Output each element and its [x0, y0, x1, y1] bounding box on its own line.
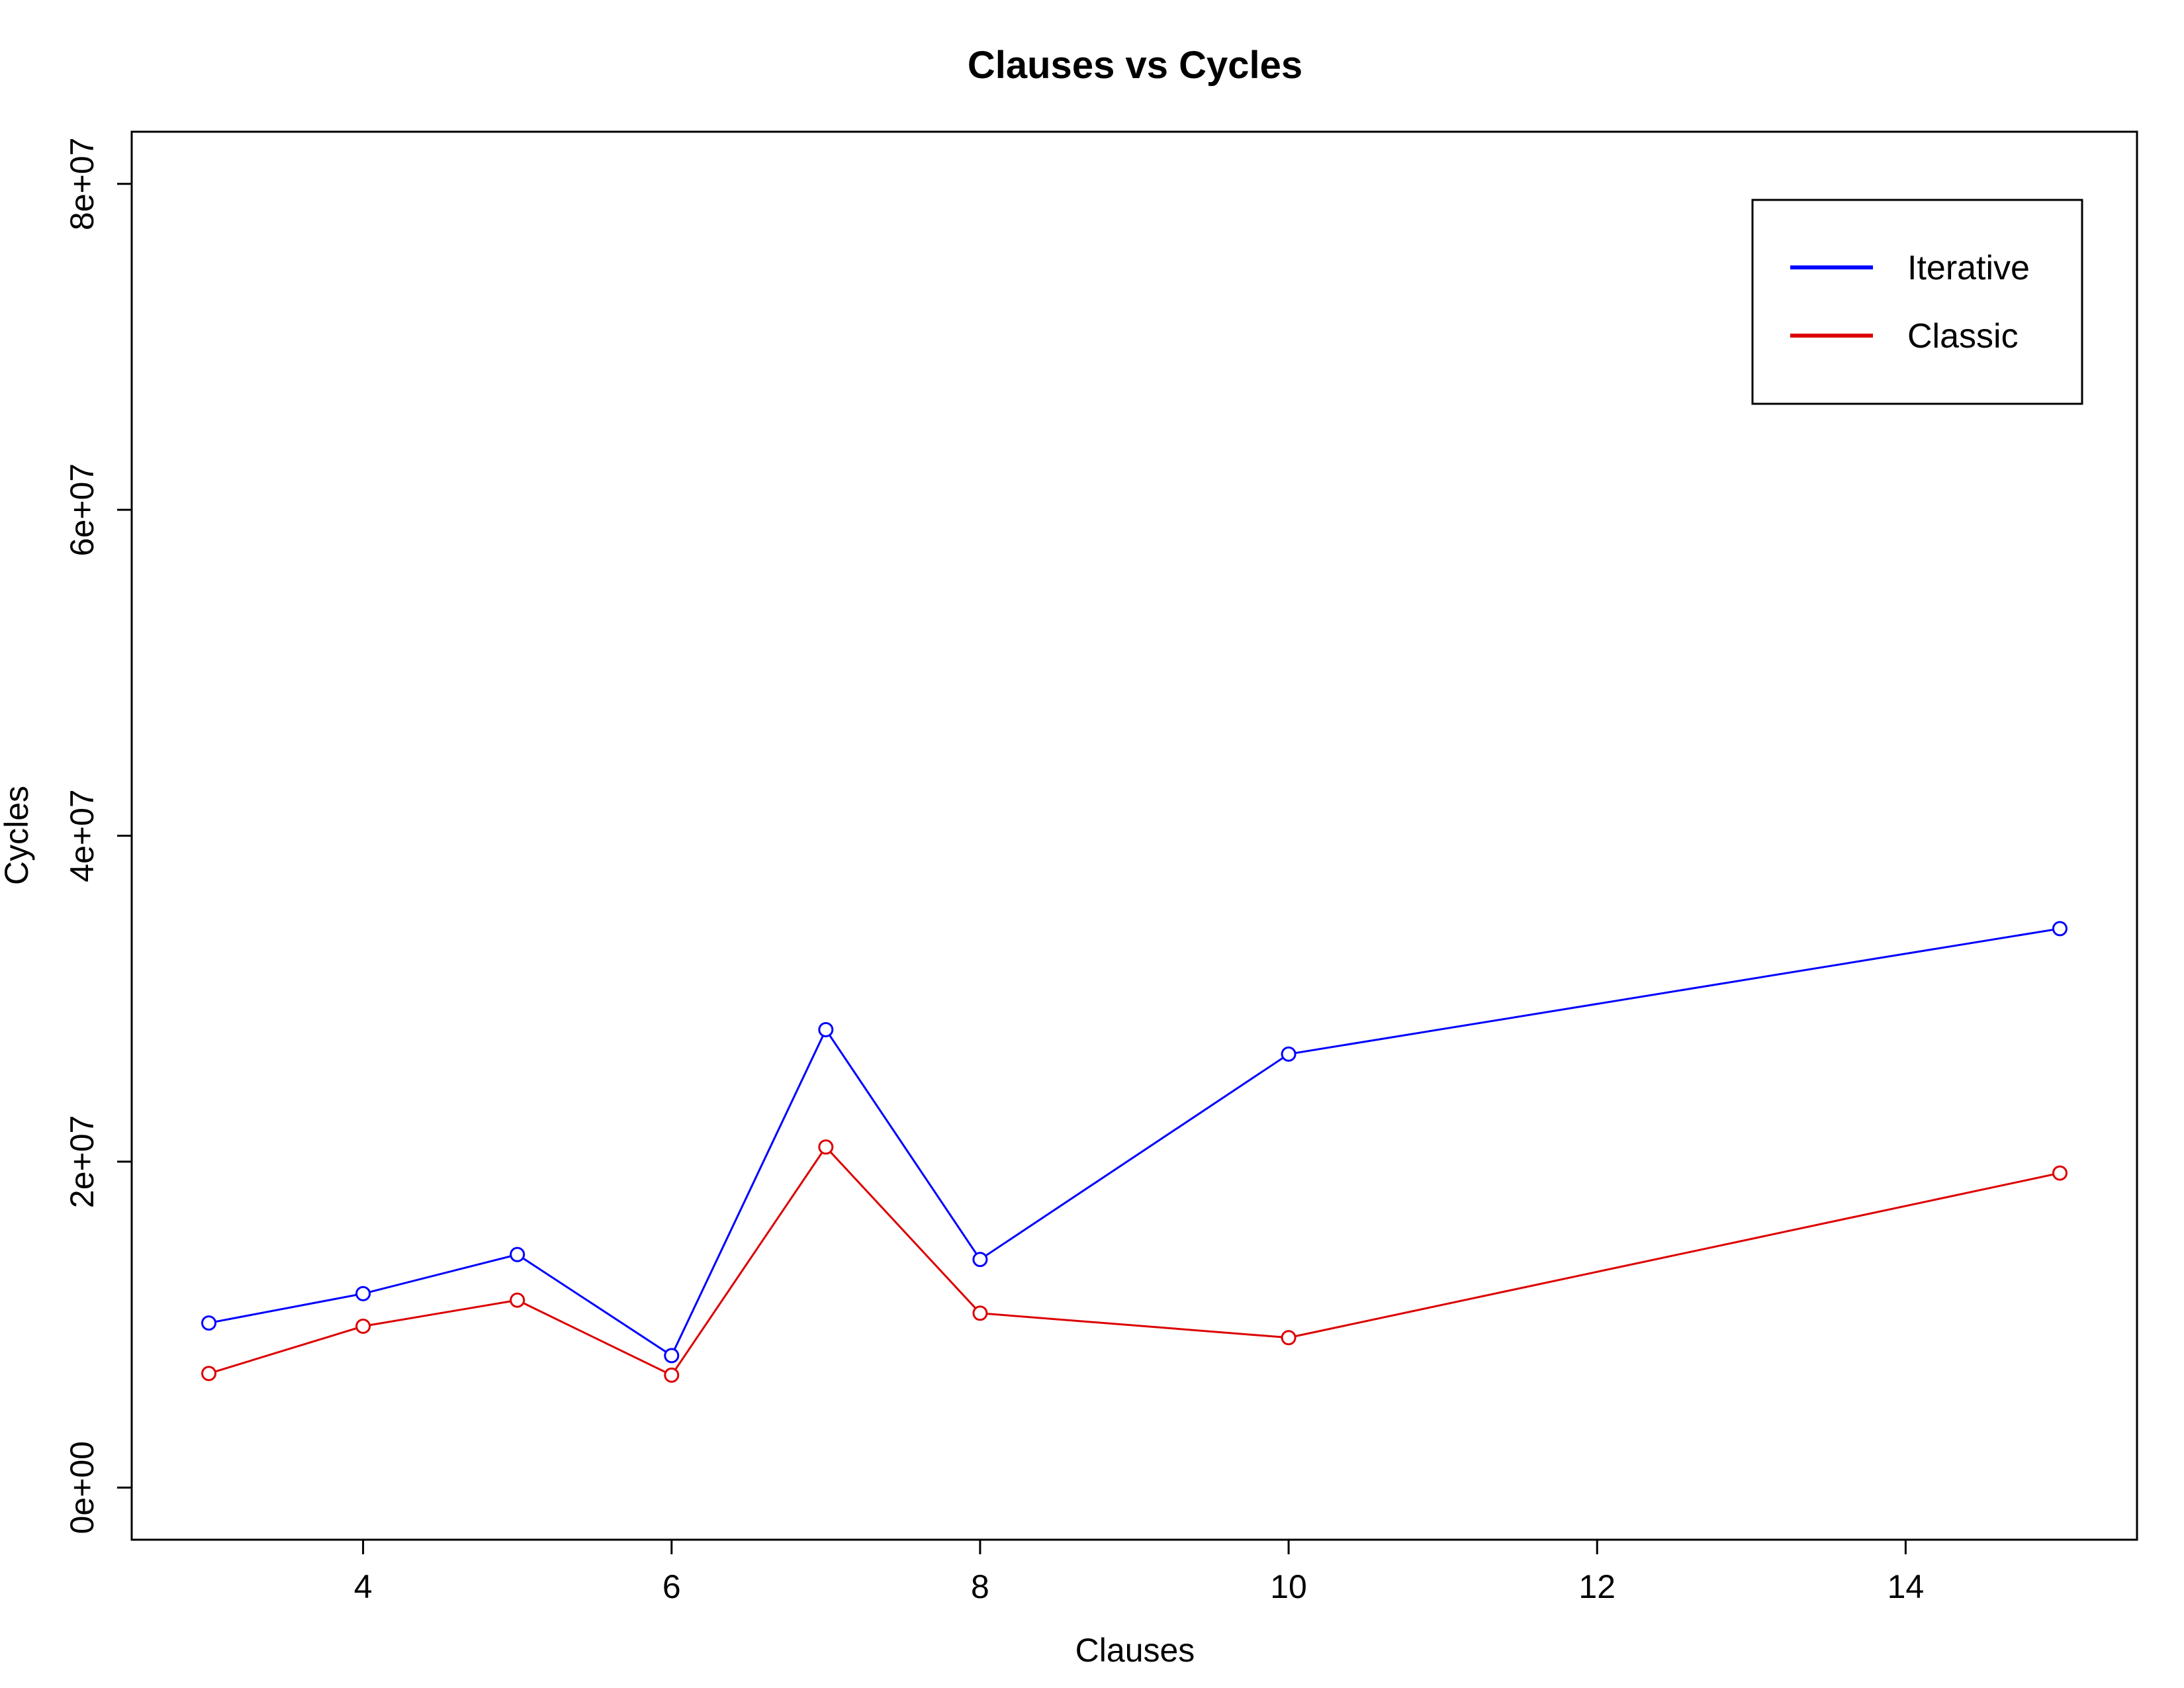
x-tick-label: 4	[354, 1568, 373, 1605]
chart-title: Clauses vs Cycles	[968, 44, 1302, 87]
legend-label-classic: Classic	[1907, 317, 2019, 355]
x-tick-label: 6	[662, 1568, 681, 1605]
legend: Iterative Classic	[1751, 199, 2083, 405]
y-tick-label: 8e+07	[64, 138, 101, 230]
y-tick-label: 0e+00	[64, 1441, 101, 1534]
series-layer	[201, 921, 2068, 1383]
data-point-iterative	[510, 1246, 525, 1262]
axes: 4 6 8 10 12 14 0e+00 2e+07 4e+07 6e+07 8e+07	[64, 138, 1924, 1605]
x-axis-title: Clauses	[1075, 1632, 1195, 1669]
data-point-classic	[355, 1319, 371, 1335]
y-tick-label: 6e+07	[64, 463, 101, 556]
x-tick-label: 8	[971, 1568, 989, 1605]
data-point-iterative	[818, 1021, 834, 1037]
legend-box	[1751, 199, 2083, 405]
legend-label-iterative: Iterative	[1907, 249, 2030, 287]
series-line-iterative	[208, 927, 2060, 1358]
x-tick-label: 10	[1270, 1568, 1307, 1605]
data-point-classic	[201, 1366, 217, 1382]
data-point-classic	[818, 1139, 834, 1155]
data-point-iterative	[664, 1348, 680, 1364]
data-point-classic	[664, 1367, 680, 1383]
data-point-iterative	[972, 1252, 988, 1268]
data-point-iterative	[2052, 921, 2068, 937]
data-point-iterative	[1281, 1046, 1297, 1062]
y-axis-title: Cycles	[0, 786, 35, 885]
y-tick-label: 4e+07	[64, 789, 101, 882]
series-classic	[201, 1139, 2068, 1383]
data-point-classic	[1281, 1330, 1297, 1346]
series-iterative	[201, 921, 2068, 1364]
x-tick-label: 14	[1888, 1568, 1925, 1605]
data-point-iterative	[355, 1286, 371, 1301]
data-point-classic	[510, 1292, 525, 1308]
data-point-classic	[2052, 1165, 2068, 1181]
x-tick-label: 12	[1578, 1568, 1615, 1605]
data-point-classic	[972, 1305, 988, 1321]
series-line-classic	[208, 1145, 2060, 1377]
data-point-iterative	[201, 1315, 217, 1331]
y-tick-label: 2e+07	[64, 1115, 101, 1208]
